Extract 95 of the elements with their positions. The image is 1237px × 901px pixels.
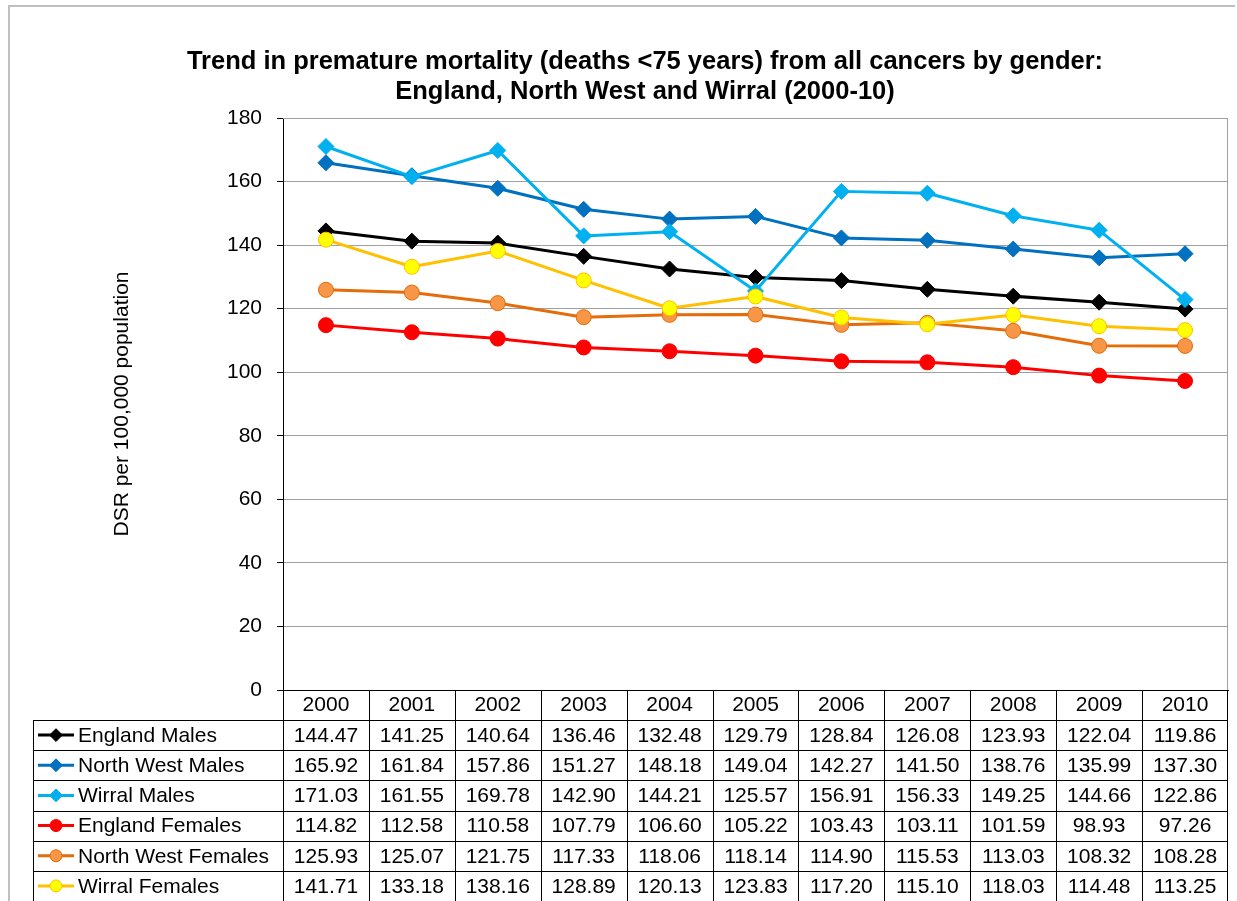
data-label: 132.48 — [637, 722, 702, 746]
data-label: 125.57 — [723, 783, 788, 807]
data-label: 125.93 — [293, 843, 359, 867]
legend-label: Wirral Males — [78, 783, 195, 807]
data-label: 144.66 — [1067, 783, 1132, 807]
x-tick-label: 2010 — [1161, 692, 1209, 716]
y-tick-label: 180 — [226, 104, 262, 128]
y-tick-label: 160 — [226, 168, 262, 192]
x-tick-label: 2003 — [560, 692, 608, 716]
data-label: 105.22 — [723, 813, 788, 837]
data-label: 128.84 — [809, 722, 874, 746]
data-label: 141.25 — [379, 722, 444, 746]
y-tick-label: 120 — [226, 295, 262, 319]
data-label: 117.20 — [810, 873, 873, 897]
x-tick-label: 2009 — [1075, 692, 1123, 716]
y-tick-label: 20 — [238, 613, 262, 637]
data-label: 113.03 — [981, 843, 1045, 867]
data-label: 136.46 — [551, 722, 616, 746]
data-label: 133.18 — [379, 873, 444, 897]
data-label: 118.06 — [638, 843, 701, 867]
y-tick-label: 140 — [226, 231, 262, 255]
y-tick-label: 80 — [238, 422, 262, 446]
data-label: 156.91 — [809, 783, 874, 807]
data-label: 129.79 — [723, 722, 788, 746]
data-label: 122.86 — [1152, 783, 1218, 807]
data-label: 169.78 — [465, 783, 530, 807]
data-label: 117.33 — [552, 843, 616, 867]
x-tick-label: 2001 — [388, 692, 436, 716]
legend-label: England Females — [78, 813, 242, 837]
data-label: 161.84 — [379, 753, 445, 777]
data-label: 103.11 — [895, 813, 959, 837]
data-label: 114.48 — [1067, 873, 1131, 897]
data-label: 120.13 — [637, 873, 702, 897]
data-label: 118.03 — [981, 873, 1045, 897]
data-label: 123.93 — [981, 722, 1046, 746]
y-axis-title: DSR per 100,000 population — [109, 271, 133, 537]
x-tick-label: 2008 — [989, 692, 1037, 716]
data-label: 108.28 — [1152, 843, 1218, 867]
data-label: 135.99 — [1067, 753, 1132, 777]
x-tick-label: 2005 — [732, 692, 779, 716]
data-label: 101.59 — [981, 813, 1046, 837]
y-tick-label: 40 — [238, 549, 262, 573]
data-label: 149.04 — [723, 753, 788, 777]
data-label: 144.47 — [293, 722, 359, 746]
data-label: 138.16 — [465, 873, 530, 897]
legend-label: Wirral Females — [78, 873, 220, 897]
data-label: 103.43 — [809, 813, 874, 837]
data-label: 161.55 — [379, 783, 444, 807]
x-tick-label: 2000 — [302, 692, 350, 716]
data-label: 148.18 — [637, 753, 702, 777]
data-label: 151.27 — [551, 753, 616, 777]
data-label: 113.25 — [1153, 873, 1217, 897]
data-label: 142.90 — [551, 783, 616, 807]
y-tick-label: 100 — [226, 359, 262, 383]
data-label: 115.10 — [895, 873, 959, 897]
legend-label: England Males — [78, 722, 217, 746]
data-label: 107.79 — [551, 813, 616, 837]
data-label: 141.71 — [293, 873, 359, 897]
data-label: 140.64 — [465, 722, 531, 746]
data-label: 123.83 — [723, 873, 788, 897]
data-label: 115.53 — [895, 843, 959, 867]
data-label: 118.14 — [724, 843, 788, 867]
data-label: 121.75 — [465, 843, 530, 867]
data-label: 106.60 — [637, 813, 702, 837]
data-label: 114.90 — [810, 843, 873, 867]
data-label: 114.82 — [294, 813, 358, 837]
data-label: 141.50 — [895, 753, 960, 777]
data-label: 119.86 — [1153, 722, 1217, 746]
data-label: 98.93 — [1072, 813, 1126, 837]
data-label: 138.76 — [981, 753, 1046, 777]
data-label: 112.58 — [380, 813, 444, 837]
data-label: 156.33 — [895, 783, 960, 807]
x-tick-label: 2004 — [646, 692, 694, 716]
data-label: 110.58 — [466, 813, 530, 837]
data-label: 144.21 — [637, 783, 702, 807]
data-label: 149.25 — [981, 783, 1046, 807]
legend-label: North West Males — [78, 753, 245, 777]
x-tick-label: 2007 — [903, 692, 951, 716]
y-tick-label: 60 — [238, 486, 262, 510]
data-label: 128.89 — [551, 873, 616, 897]
chart-title: Trend in premature mortality (deaths <75 years) from all cancers by gender: England, North West and Wirral (2000-10) — [186, 46, 1104, 105]
data-label: 126.08 — [895, 722, 960, 746]
data-label: 97.26 — [1158, 813, 1212, 837]
data-label: 171.03 — [293, 783, 359, 807]
data-label: 142.27 — [809, 753, 874, 777]
data-label: 165.92 — [293, 753, 359, 777]
data-label: 125.07 — [379, 843, 444, 867]
data-label: 108.32 — [1067, 843, 1132, 867]
x-tick-label: 2006 — [818, 692, 865, 716]
y-tick-label: 0 — [250, 676, 262, 700]
legend-label: North West Females — [78, 843, 269, 867]
data-label: 157.86 — [465, 753, 530, 777]
x-tick-label: 2002 — [474, 692, 522, 716]
data-label: 122.04 — [1067, 722, 1132, 746]
data-label: 137.30 — [1152, 753, 1218, 777]
